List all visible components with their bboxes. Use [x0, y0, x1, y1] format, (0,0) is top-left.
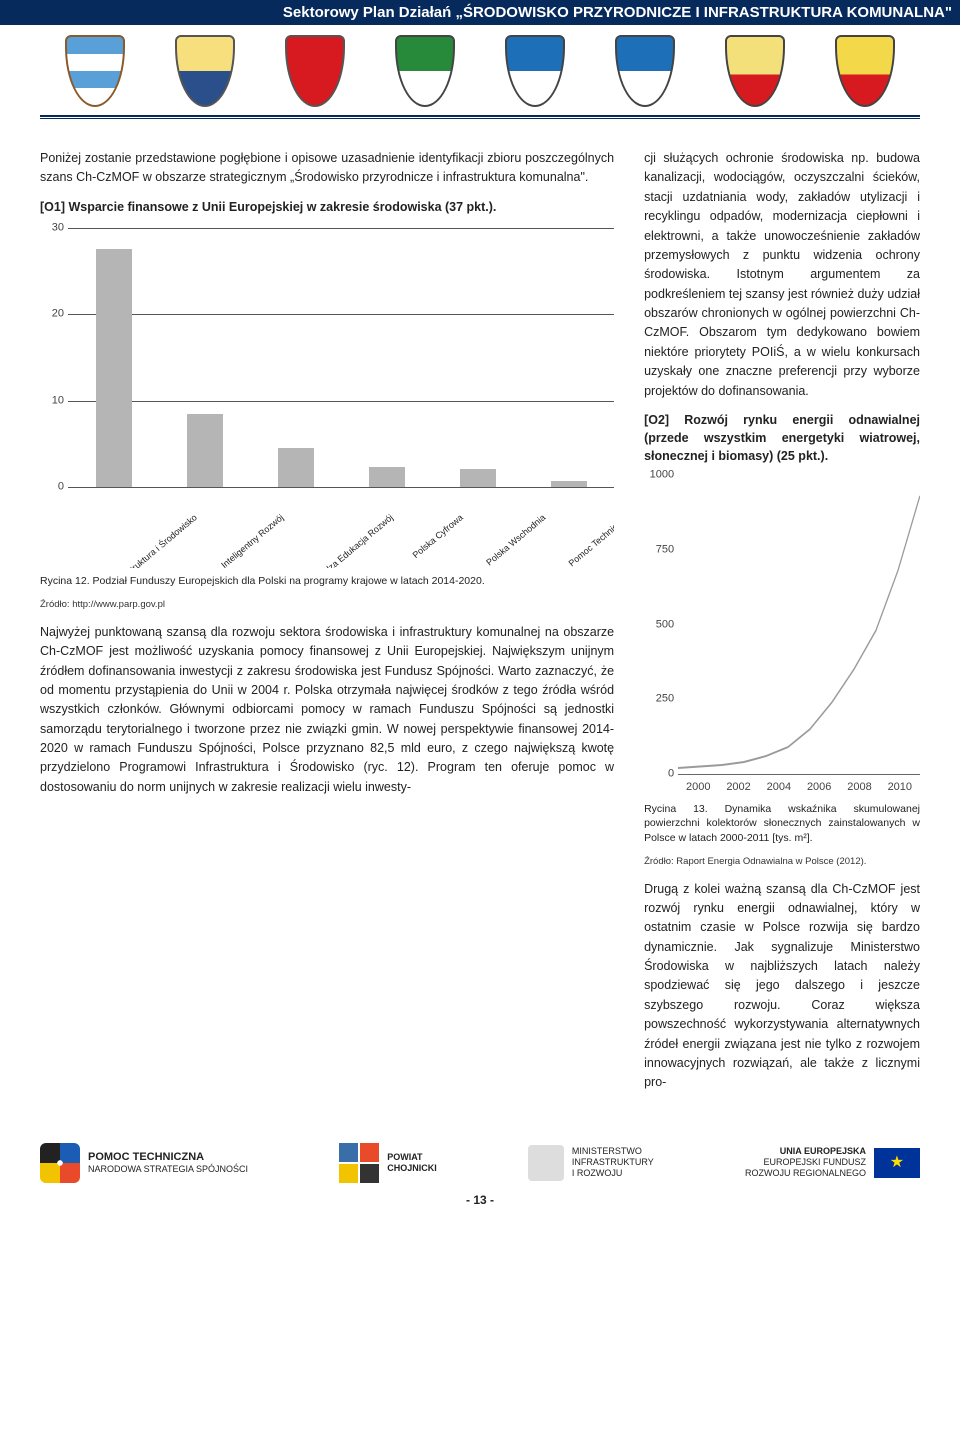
shield-icon: [835, 35, 895, 107]
starburst-icon: [40, 1143, 80, 1183]
x-label: Pomoc Techniczna: [550, 488, 614, 568]
logo1-title: POMOC TECHNICZNA: [88, 1151, 248, 1164]
shields-row: [40, 31, 920, 115]
chart1-source: Źródło: http://www.parp.gov.pl: [40, 598, 614, 613]
line-chart: 02505007501000 200020022004200620082010: [644, 475, 920, 796]
x-label: Wiedza Edukacja Rozwój: [294, 488, 402, 568]
logo-ministerstwo: MINISTERSTWO INFRASTRUKTURY I ROZWOJU: [528, 1145, 654, 1181]
right-column: cji służących ochronie środowiska np. bu…: [644, 149, 920, 1103]
square-logo-icon: [339, 1143, 379, 1183]
chart2-source: Źródło: Raport Energia Odnawialna w Pols…: [644, 855, 920, 870]
header-bar: Sektorowy Plan Działań „ŚRODOWISKO PRZYR…: [0, 0, 960, 25]
page-number: - 13 -: [40, 1193, 920, 1207]
x-tick: 2008: [839, 779, 879, 796]
intro-para: Poniżej zostanie przedstawione pogłębion…: [40, 149, 614, 188]
y-tick: 0: [40, 478, 64, 495]
logo-powiat: POWIAT CHOJNICKI: [339, 1143, 437, 1183]
eagle-icon: [528, 1145, 564, 1181]
logo3-l1: MINISTERSTWO: [572, 1146, 654, 1157]
y-tick: 0: [644, 766, 674, 783]
y-tick: 250: [644, 691, 674, 708]
left-para2: Najwyżej punktowaną szansą dla rozwoju s…: [40, 623, 614, 797]
line-series: [678, 496, 920, 768]
footer-logos: POMOC TECHNICZNA NARODOWA STRATEGIA SPÓJ…: [40, 1143, 920, 1183]
x-label: Inteligentny Rozwój: [203, 488, 293, 568]
heading-o1: [O1] Wsparcie finansowe z Unii Europejsk…: [40, 198, 614, 216]
shield-icon: [395, 35, 455, 107]
x-label: Polska Wschodnia: [468, 488, 555, 568]
y-tick: 500: [644, 616, 674, 633]
logo3-l3: I ROZWOJU: [572, 1168, 654, 1179]
shield-icon: [175, 35, 235, 107]
bar: [278, 448, 314, 487]
bar: [551, 481, 587, 487]
x-tick: 2000: [678, 779, 718, 796]
right-para1: cji służących ochronie środowiska np. bu…: [644, 149, 920, 401]
logo-pomoc-techniczna: POMOC TECHNICZNA NARODOWA STRATEGIA SPÓJ…: [40, 1143, 248, 1183]
x-label: Infrastruktura i Środowisko: [95, 488, 207, 568]
y-tick: 750: [644, 541, 674, 558]
logo2-title: POWIAT: [387, 1152, 437, 1163]
two-column-layout: Poniżej zostanie przedstawione pogłębion…: [40, 149, 920, 1103]
bar: [187, 414, 223, 487]
divider: [40, 115, 920, 119]
y-tick: 20: [40, 306, 64, 323]
logo-eu: UNIA EUROPEJSKA EUROPEJSKI FUNDUSZ ROZWO…: [745, 1146, 920, 1178]
x-tick: 2006: [799, 779, 839, 796]
logo4-l2: EUROPEJSKI FUNDUSZ: [745, 1157, 866, 1168]
shield-icon: [725, 35, 785, 107]
shield-icon: [615, 35, 675, 107]
x-label: Polska Cyfrowa: [395, 488, 473, 562]
y-tick: 10: [40, 392, 64, 409]
bar: [460, 469, 496, 487]
logo4-l3: ROZWOJU REGIONALNEGO: [745, 1168, 866, 1179]
eu-flag-icon: ★: [874, 1148, 920, 1178]
y-tick: 1000: [644, 467, 674, 484]
shield-icon: [285, 35, 345, 107]
heading-o2: [O2] Rozwój rynku energii odnawialnej (p…: [644, 411, 920, 465]
logo4-l1: UNIA EUROPEJSKA: [745, 1146, 866, 1157]
right-para2: Drugą z kolei ważną szansą dla Ch-CzMOF …: [644, 880, 920, 1093]
logo3-l2: INFRASTRUKTURY: [572, 1157, 654, 1168]
chart1-caption: Rycina 12. Podział Funduszy Europejskich…: [40, 574, 614, 588]
shield-icon: [505, 35, 565, 107]
logo1-sub: NARODOWA STRATEGIA SPÓJNOŚCI: [88, 1164, 248, 1175]
shield-icon: [65, 35, 125, 107]
left-column: Poniżej zostanie przedstawione pogłębion…: [40, 149, 614, 1103]
x-tick: 2010: [880, 779, 920, 796]
x-tick: 2004: [759, 779, 799, 796]
bar-chart: 0102030 Infrastruktura i ŚrodowiskoIntel…: [40, 228, 614, 568]
y-tick: 30: [40, 219, 64, 236]
bar: [369, 467, 405, 487]
logo2-sub: CHOJNICKI: [387, 1163, 437, 1174]
chart2-caption: Rycina 13. Dynamika wskaźnika skumulowan…: [644, 802, 920, 845]
bar: [96, 249, 132, 486]
x-tick: 2002: [718, 779, 758, 796]
